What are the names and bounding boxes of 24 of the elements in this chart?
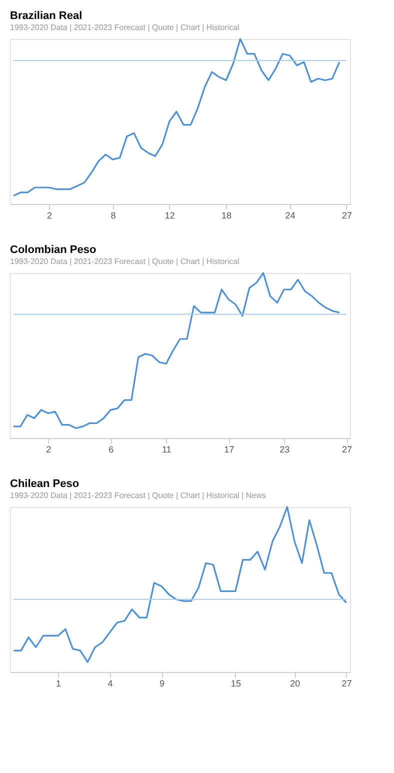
chart-subtitle: 1993-2020 Data | 2021-2023 Forecast | Quote | Chart | Historical — [10, 257, 240, 266]
x-tick-label: 2 — [46, 444, 52, 454]
x-tick-label: 23 — [280, 444, 290, 454]
chart-title: Colombian Peso — [10, 244, 96, 256]
chart-title: Chilean Peso — [10, 478, 80, 490]
x-tick-label: 1 — [56, 678, 62, 688]
x-tick-label: 4 — [108, 678, 113, 688]
x-tick-label: 18 — [222, 210, 232, 220]
chart-subtitle: 1993-2020 Data | 2021-2023 Forecast | Quote | Chart | Historical — [10, 23, 240, 32]
x-tick-label: 11 — [162, 444, 172, 454]
x-tick-label: 2 — [46, 210, 52, 220]
x-tick-label: 27 — [342, 444, 352, 454]
x-tick-label: 20 — [290, 678, 300, 688]
chart-title: Brazilian Real — [10, 10, 82, 22]
x-tick-label: 9 — [160, 678, 165, 688]
x-tick-label: 12 — [164, 210, 175, 220]
x-tick-label: 8 — [110, 210, 116, 220]
x-tick-label: 24 — [285, 210, 296, 220]
x-tick-label: 27 — [342, 678, 352, 688]
x-tick-label: 17 — [224, 444, 234, 454]
x-tick-label: 15 — [230, 678, 241, 688]
chart-subtitle: 1993-2020 Data | 2021-2023 Forecast | Quote | Chart | Historical | News — [10, 491, 266, 500]
x-tick-label: 6 — [108, 444, 114, 454]
x-tick-label: 27 — [342, 210, 352, 220]
